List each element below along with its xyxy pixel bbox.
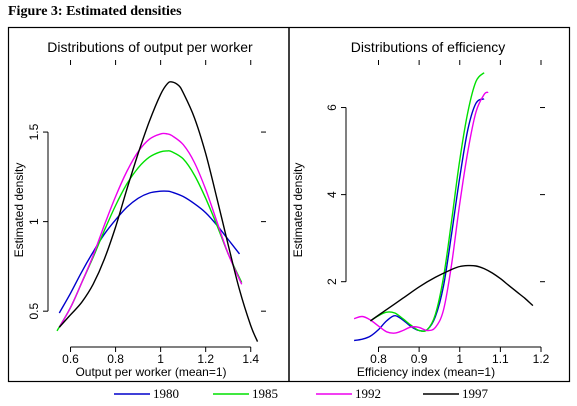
legend: 1980 1985 1992 1997 [114,386,489,401]
series-line-output-1997 [58,81,259,342]
panel-title-output: Distributions of output per worker [47,39,253,55]
y-tick-label-efficiency: 4 [325,191,339,198]
series-line-output-1992 [58,132,243,328]
output-per-worker-panel: Distributions of output per worker Outpu… [12,39,266,379]
x-axis-label-efficiency: Efficiency index (mean=1) [357,365,495,379]
series-line-efficiency-1980 [354,98,485,342]
legend-label-1997: 1997 [462,386,489,401]
x-tick-label-efficiency: 0.8 [370,352,387,366]
y-tick-label-output: 1.5 [27,123,41,140]
x-tick-label-output: 1.4 [242,352,259,366]
y-tick-label-output: 1 [27,218,41,225]
x-tick-label-output: 1.2 [197,352,214,366]
series-line-output-1980 [58,190,241,314]
legend-label-1992: 1992 [355,386,381,401]
figure-title: Figure 3: Estimated densities [8,4,182,19]
efficiency-panel: Distributions of efficiency Efficiency i… [291,39,550,379]
x-tick-label-efficiency: 0.9 [411,352,428,366]
series-line-output-1985 [56,150,243,332]
x-axis-label-output: Output per worker (mean=1) [75,365,226,379]
x-tick-label-output: 1 [157,352,164,366]
series-line-efficiency-1985 [370,72,485,333]
y-tick-label-efficiency: 2 [325,278,339,285]
x-tick-label-efficiency: 1.1 [492,352,509,366]
series-line-efficiency-1997 [369,264,534,322]
series-line-efficiency-1992 [353,91,489,334]
legend-label-1985: 1985 [252,386,278,401]
y-axis-label-efficiency: Estimated density [291,163,305,258]
y-tick-label-efficiency: 6 [325,104,339,111]
x-tick-label-efficiency: 1.2 [533,352,550,366]
panel-title-efficiency: Distributions of efficiency [351,39,506,55]
y-axis-label-output: Estimated density [12,163,26,258]
x-tick-label-output: 0.6 [62,352,79,366]
x-tick-label-efficiency: 1 [456,352,463,366]
x-tick-label-output: 0.8 [107,352,124,366]
legend-label-1980: 1980 [153,386,179,401]
y-tick-label-output: 0.5 [27,303,41,320]
